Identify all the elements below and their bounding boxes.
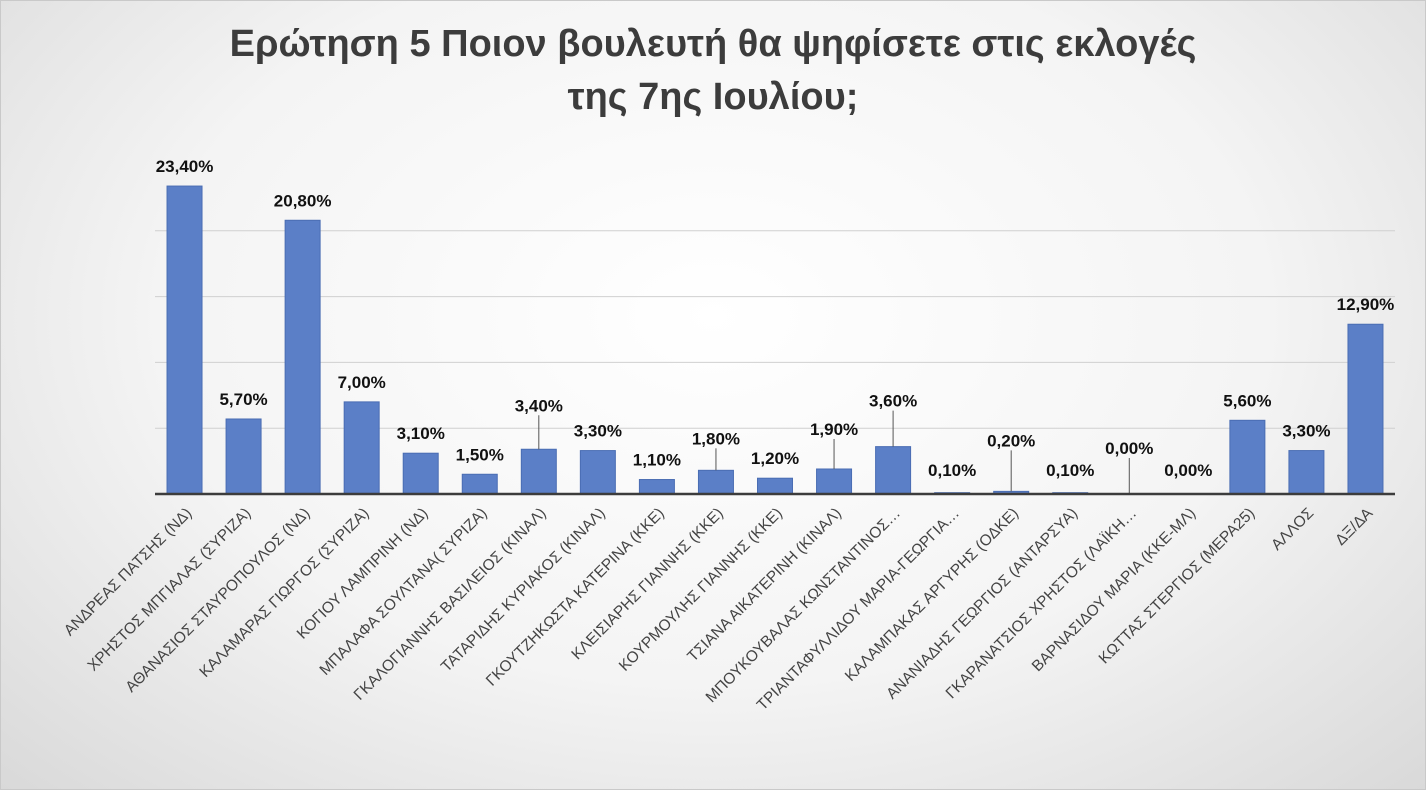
data-label: 12,90% bbox=[1337, 295, 1395, 314]
data-label: 3,60% bbox=[869, 392, 917, 411]
bar-4 bbox=[343, 401, 380, 495]
bar-2 bbox=[225, 418, 262, 495]
data-label: 7,00% bbox=[338, 373, 386, 392]
bar-9 bbox=[638, 479, 675, 495]
data-label: 1,80% bbox=[692, 429, 740, 448]
bar-5 bbox=[402, 452, 439, 495]
bar-13 bbox=[875, 446, 912, 495]
bar-7 bbox=[520, 448, 557, 495]
chart-title-line-2: της 7ης Ιουλίου; bbox=[567, 76, 859, 118]
bar-3 bbox=[284, 219, 321, 495]
bar-6 bbox=[461, 473, 498, 495]
data-label: 5,60% bbox=[1223, 391, 1271, 410]
bar-20 bbox=[1288, 450, 1325, 495]
bar-10 bbox=[697, 469, 734, 495]
category-label: ΤΡΙΑΝΤΑΦΥΛΛΙΔΟΥ ΜΑΡΙΑ-ΓΕΩΡΓΙΑ… bbox=[754, 505, 963, 714]
bar-8 bbox=[579, 450, 616, 495]
data-label: 1,50% bbox=[456, 445, 504, 464]
data-label: 3,40% bbox=[515, 396, 563, 415]
bar-12 bbox=[816, 468, 853, 495]
data-label: 0,00% bbox=[1164, 461, 1212, 480]
data-label: 0,00% bbox=[1105, 439, 1153, 458]
data-label: 0,10% bbox=[928, 461, 976, 480]
data-label: 0,20% bbox=[987, 431, 1035, 450]
data-label: 3,10% bbox=[397, 424, 445, 443]
category-label: ΑΛΛΟΣ bbox=[1268, 505, 1317, 554]
bar-21 bbox=[1347, 323, 1384, 495]
data-label: 3,30% bbox=[1282, 422, 1330, 441]
bar-1 bbox=[166, 185, 203, 495]
data-label: 1,20% bbox=[751, 449, 799, 468]
data-label: 0,10% bbox=[1046, 461, 1094, 480]
data-label: 3,30% bbox=[574, 422, 622, 441]
bar-11 bbox=[757, 477, 793, 495]
data-label: 1,90% bbox=[810, 420, 858, 439]
chart-title: Ερώτηση 5 Ποιον βουλευτή θα ψηφίσετε στι… bbox=[0, 18, 1426, 124]
data-label: 23,40% bbox=[156, 157, 214, 176]
chart-title-line-1: Ερώτηση 5 Ποιον βουλευτή θα ψηφίσετε στι… bbox=[229, 23, 1197, 65]
category-label: ΔΞ/ΔΑ bbox=[1332, 504, 1377, 549]
bar-19 bbox=[1229, 419, 1266, 495]
data-label: 1,10% bbox=[633, 451, 681, 470]
data-label: 5,70% bbox=[219, 390, 267, 409]
data-label: 20,80% bbox=[274, 191, 332, 210]
